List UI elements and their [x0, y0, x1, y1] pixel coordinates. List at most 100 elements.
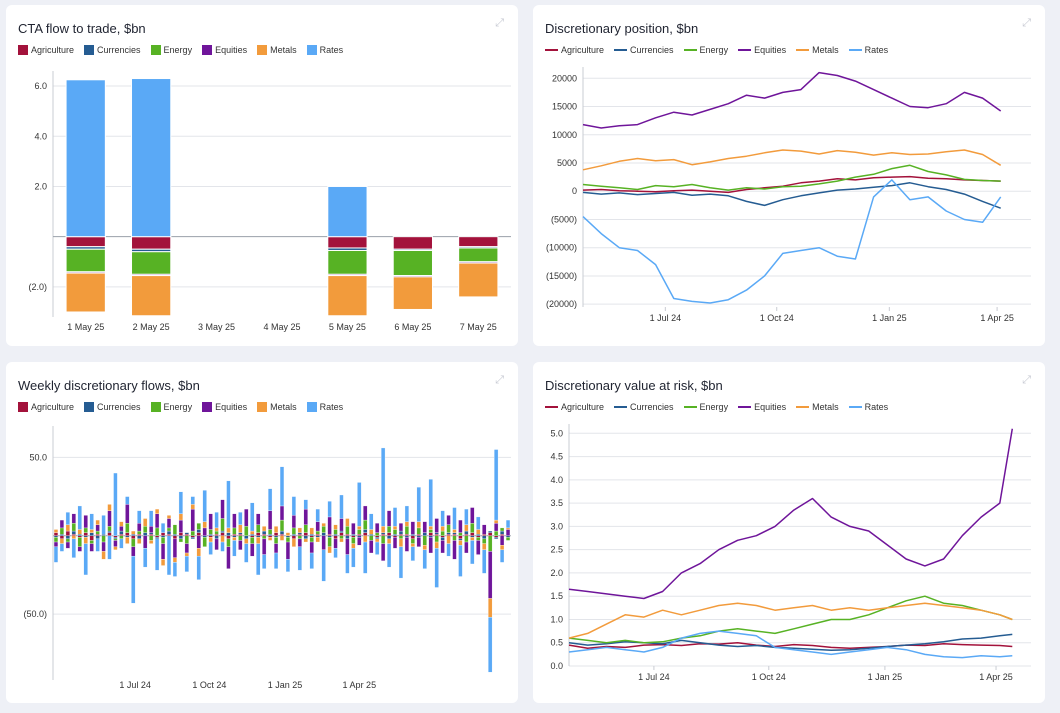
legend-item-energy[interactable]: Energy	[683, 45, 728, 55]
bar-energy	[363, 519, 368, 530]
y-tick-label: 4.5	[550, 452, 563, 462]
bar-rates	[315, 508, 320, 522]
bar-equities	[440, 540, 445, 554]
bar-agriculture	[416, 534, 421, 536]
legend-item-metals[interactable]: Metals	[257, 45, 297, 55]
expand-icon[interactable]: ⤢	[495, 17, 504, 29]
bar-equities	[53, 541, 59, 547]
legend-item-agriculture[interactable]: Agriculture	[545, 45, 604, 55]
bar-energy	[131, 251, 172, 275]
bar-equities	[458, 519, 463, 533]
bar-rates	[190, 496, 195, 505]
y-tick-label: (2.0)	[28, 282, 47, 292]
chart-discretionary-position: 20000 15000 10000 5000 0 (5000) (10000) (15000)…	[546, 67, 1031, 323]
legend-swatch	[202, 402, 213, 412]
bar-rates	[214, 512, 219, 529]
bar-energy	[208, 529, 213, 535]
bar-agriculture	[77, 535, 82, 538]
expand-icon[interactable]: ⤢	[1022, 374, 1031, 386]
bar-energy	[297, 535, 302, 540]
legend-item-rates[interactable]: Rates	[306, 402, 343, 412]
bar-metals	[470, 537, 475, 541]
series-line-agriculture	[582, 175, 1001, 194]
legend-swatch	[614, 49, 628, 51]
legend-item-equities[interactable]: Equities	[202, 402, 247, 412]
y-tick-label: 6.0	[34, 81, 47, 91]
y-tick-label: (20000)	[546, 299, 577, 309]
bar-currencies	[315, 535, 320, 538]
y-tick-label: 0	[572, 186, 577, 196]
bar-equities	[268, 510, 273, 530]
bar-energy	[440, 530, 445, 536]
legend-item-agriculture[interactable]: Agriculture	[18, 45, 74, 55]
bar-equities	[309, 541, 314, 554]
bar-agriculture	[494, 535, 499, 538]
legend-item-currencies[interactable]: Currencies	[84, 402, 141, 412]
y-tick-label: (15000)	[546, 271, 577, 281]
legend-item-currencies[interactable]: Currencies	[614, 402, 674, 412]
bar-rates	[202, 490, 207, 522]
bar-equities	[208, 513, 213, 530]
expand-icon[interactable]: ⤢	[495, 374, 504, 386]
bar-currencies	[434, 532, 439, 535]
bar-metals	[333, 524, 338, 530]
legend-item-energy[interactable]: Energy	[683, 402, 728, 412]
legend-item-rates[interactable]: Rates	[848, 402, 888, 412]
bar-agriculture	[315, 534, 320, 536]
bar-rates	[83, 543, 88, 576]
bar-agriculture	[149, 534, 154, 536]
bar-equities	[375, 523, 380, 533]
legend: Agriculture Currencies Energy Equities Metal…	[545, 45, 888, 55]
legend-item-currencies[interactable]: Currencies	[614, 45, 674, 55]
bar-energy	[155, 527, 160, 536]
legend-item-metals[interactable]: Metals	[257, 402, 297, 412]
bar-energy	[428, 529, 433, 533]
bar-currencies	[345, 535, 350, 540]
bar-metals	[137, 538, 142, 544]
y-tick-label: 20000	[552, 73, 577, 83]
bar-energy	[244, 526, 249, 536]
legend-item-energy[interactable]: Energy	[150, 402, 192, 412]
bar-metals	[53, 529, 59, 533]
legend-swatch	[257, 45, 268, 55]
bar-energy	[494, 530, 499, 536]
legend-item-equities[interactable]: Equities	[738, 45, 786, 55]
legend-item-equities[interactable]: Equities	[202, 45, 247, 55]
bar-metals	[303, 538, 308, 543]
legend-item-energy[interactable]: Energy	[150, 45, 192, 55]
bar-rates	[125, 496, 130, 505]
legend-item-metals[interactable]: Metals	[796, 402, 839, 412]
bar-rates	[65, 79, 106, 238]
bar-currencies	[494, 537, 499, 540]
legend-item-currencies[interactable]: Currencies	[84, 45, 141, 55]
bar-rates	[398, 546, 404, 579]
legend-item-equities[interactable]: Equities	[738, 402, 786, 412]
bar-metals	[107, 504, 112, 511]
bar-metals	[363, 535, 368, 543]
bar-equities	[363, 505, 368, 521]
bar-agriculture	[125, 532, 130, 536]
bar-energy	[458, 532, 463, 536]
legend-item-agriculture[interactable]: Agriculture	[18, 402, 74, 412]
bar-energy	[65, 538, 70, 543]
bar-metals	[339, 538, 344, 543]
series-line-energy	[582, 164, 1001, 191]
legend-item-rates[interactable]: Rates	[848, 45, 888, 55]
legend-label: Metals	[812, 45, 839, 55]
expand-icon[interactable]: ⤢	[1022, 17, 1031, 29]
bar-metals	[452, 529, 457, 533]
bar-rates	[357, 482, 362, 527]
bar-rates	[333, 548, 338, 558]
y-tick-label: 0.0	[550, 661, 563, 671]
bar-currencies	[392, 534, 398, 536]
legend-item-rates[interactable]: Rates	[306, 45, 343, 55]
legend-item-metals[interactable]: Metals	[796, 45, 839, 55]
legend-swatch	[545, 406, 558, 408]
bar-metals	[381, 526, 386, 533]
legend-item-agriculture[interactable]: Agriculture	[545, 402, 604, 412]
bar-currencies	[83, 535, 88, 538]
bar-currencies	[262, 530, 267, 535]
bar-metals	[357, 526, 362, 530]
panel-title: Discretionary value at risk, $bn	[545, 378, 723, 393]
bar-agriculture	[83, 532, 88, 536]
